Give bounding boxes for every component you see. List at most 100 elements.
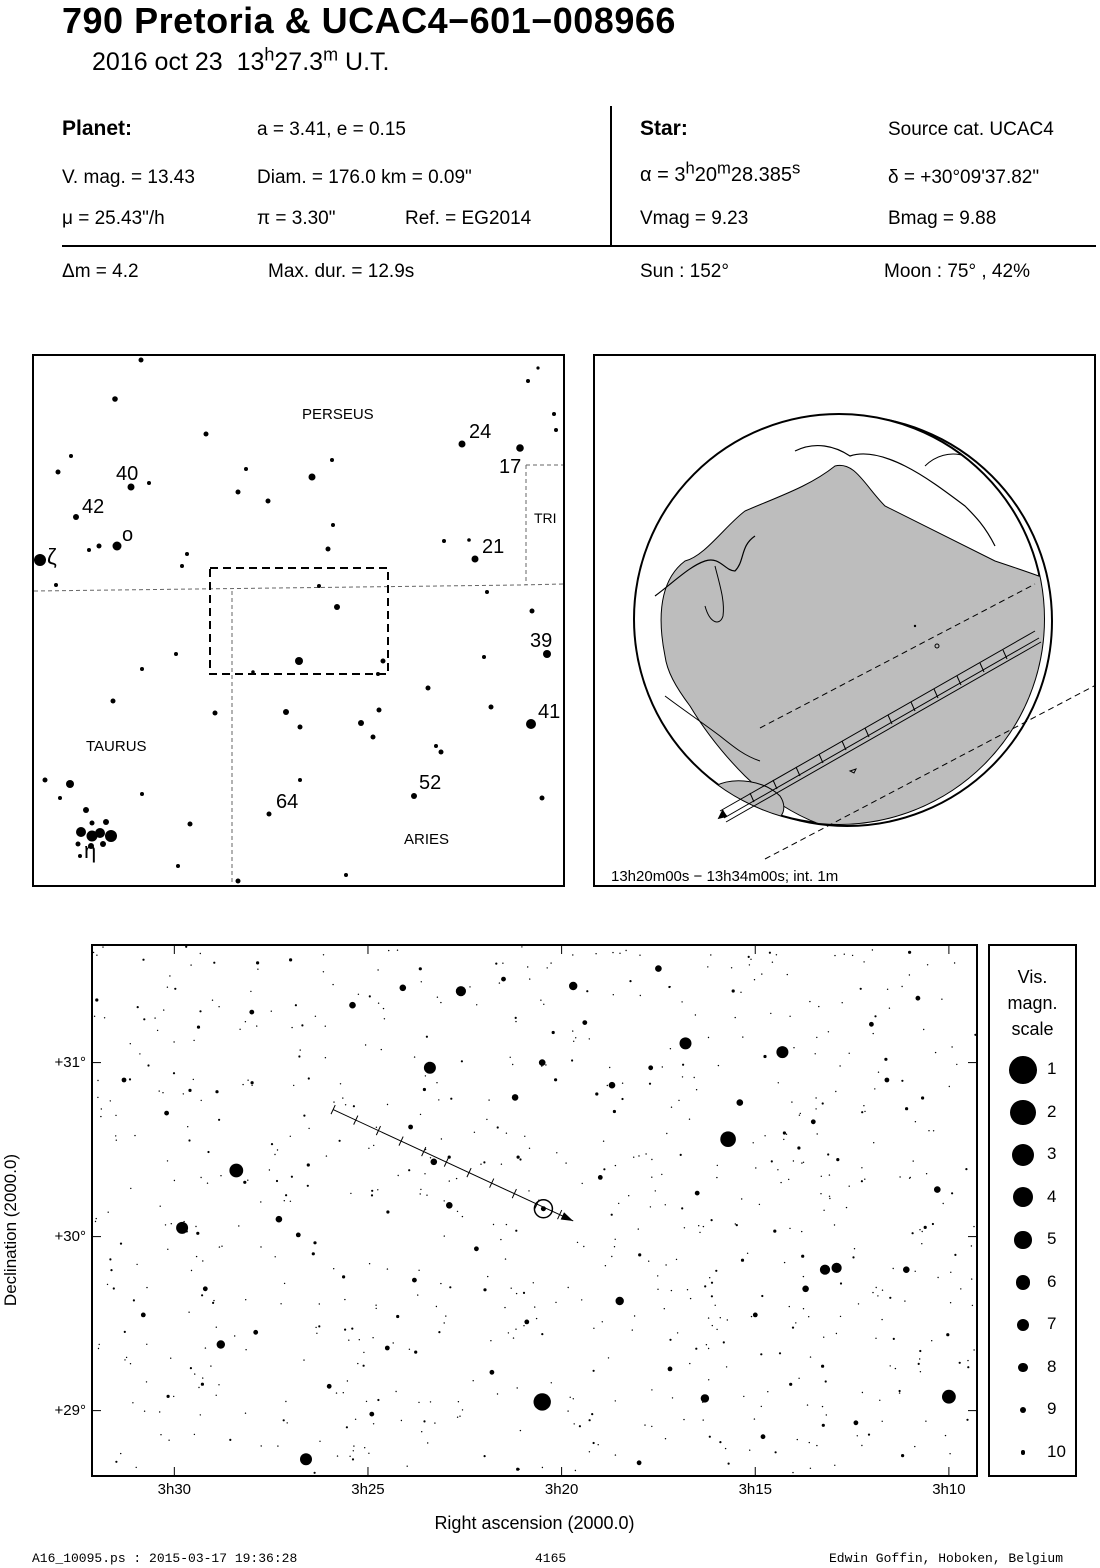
island	[913, 624, 917, 628]
star-declination: δ = +30°09'37.82"	[888, 167, 1040, 188]
faint-star	[864, 1178, 866, 1180]
star	[140, 1312, 146, 1318]
star	[526, 379, 530, 383]
faint-star	[345, 1426, 348, 1429]
star	[180, 564, 184, 568]
star-vmag: Vmag = 9.23	[640, 208, 749, 229]
faint-star	[782, 1131, 787, 1135]
faint-star	[250, 990, 252, 993]
faint-star	[244, 1021, 247, 1023]
faint-star	[143, 1410, 146, 1412]
faint-star	[519, 1158, 522, 1161]
faint-star	[875, 1286, 877, 1289]
star	[915, 995, 921, 1001]
footer-author: Edwin Goffin, Hoboken, Belgium	[829, 1551, 1064, 1566]
faint-star	[443, 1200, 445, 1202]
faint-star	[486, 1118, 488, 1121]
faint-star	[386, 1210, 390, 1214]
faint-star	[808, 1316, 810, 1318]
faint-star	[771, 961, 774, 963]
faint-star	[277, 1445, 279, 1447]
planet-heading: Planet:	[62, 117, 133, 140]
star	[96, 543, 102, 549]
faint-star	[746, 1252, 749, 1254]
faint-star	[213, 961, 216, 964]
faint-star	[555, 1301, 557, 1304]
star	[380, 658, 386, 664]
faint-star	[789, 1382, 793, 1386]
faint-star	[375, 1307, 377, 1310]
star	[536, 366, 540, 370]
faint-star	[946, 1333, 950, 1337]
faint-star	[424, 1075, 427, 1077]
faint-star	[146, 1286, 148, 1289]
star	[810, 1119, 816, 1125]
planet-parallax: π = 3.30"	[257, 208, 336, 229]
faint-star	[498, 982, 501, 984]
star	[376, 707, 382, 713]
faint-star	[238, 1225, 240, 1227]
path-time-tick	[330, 1104, 336, 1115]
star-label: 24	[469, 421, 491, 443]
scale-title-line: Vis.	[1017, 967, 1048, 987]
constellation-label: TAURUS	[86, 738, 147, 755]
faint-star	[770, 1012, 772, 1015]
faint-star	[588, 1038, 590, 1040]
faint-star	[663, 1308, 665, 1310]
faint-star	[919, 1358, 921, 1360]
faint-star	[841, 1002, 843, 1004]
faint-star	[545, 1064, 547, 1066]
star	[533, 1393, 551, 1411]
faint-star	[115, 1114, 117, 1117]
direction-arrow	[717, 809, 728, 820]
faint-star	[196, 1231, 200, 1235]
alpha-m-sup: m	[717, 158, 731, 178]
faint-star	[130, 1187, 132, 1190]
faint-star	[777, 1082, 779, 1084]
path-time-tick	[489, 1178, 495, 1188]
star	[229, 1163, 244, 1178]
faint-star	[115, 1135, 117, 1137]
star	[283, 709, 289, 715]
star-field	[121, 965, 956, 1466]
faint-star	[678, 1099, 680, 1102]
faint-star	[748, 964, 751, 966]
magnitude-dot	[1016, 1318, 1030, 1332]
faint-star	[308, 1127, 310, 1130]
faint-star	[344, 1328, 347, 1331]
faint-star	[260, 1246, 262, 1248]
faint-star	[814, 1053, 816, 1055]
star	[66, 780, 74, 788]
faint-star	[275, 1179, 279, 1183]
star-label: η	[84, 838, 96, 863]
faint-star	[206, 1182, 209, 1184]
faint-star	[97, 1347, 100, 1350]
faint-star	[160, 1434, 162, 1436]
faint-star	[338, 1139, 341, 1142]
faint-star	[657, 1288, 659, 1290]
faint-star	[789, 1227, 791, 1230]
star	[251, 670, 255, 674]
faint-star	[510, 1287, 512, 1289]
faint-star	[734, 1016, 736, 1019]
faint-star	[490, 1340, 492, 1342]
faint-star	[301, 1024, 304, 1027]
faint-star	[909, 1176, 911, 1179]
faint-star	[914, 1270, 916, 1272]
faint-star	[440, 1282, 442, 1285]
faint-star	[358, 1339, 360, 1341]
faint-star	[609, 1066, 611, 1069]
faint-star	[942, 1202, 944, 1205]
faint-star	[245, 1349, 247, 1351]
faint-star	[448, 1180, 450, 1182]
faint-star	[816, 1036, 818, 1039]
faint-star	[364, 1044, 367, 1046]
faint-star	[853, 1248, 856, 1250]
faint-star	[377, 1189, 379, 1191]
faint-star	[456, 1416, 459, 1418]
star	[235, 878, 241, 884]
faint-star	[824, 1380, 827, 1383]
star	[55, 469, 61, 475]
faint-star	[619, 952, 621, 954]
faint-star	[200, 1382, 204, 1386]
